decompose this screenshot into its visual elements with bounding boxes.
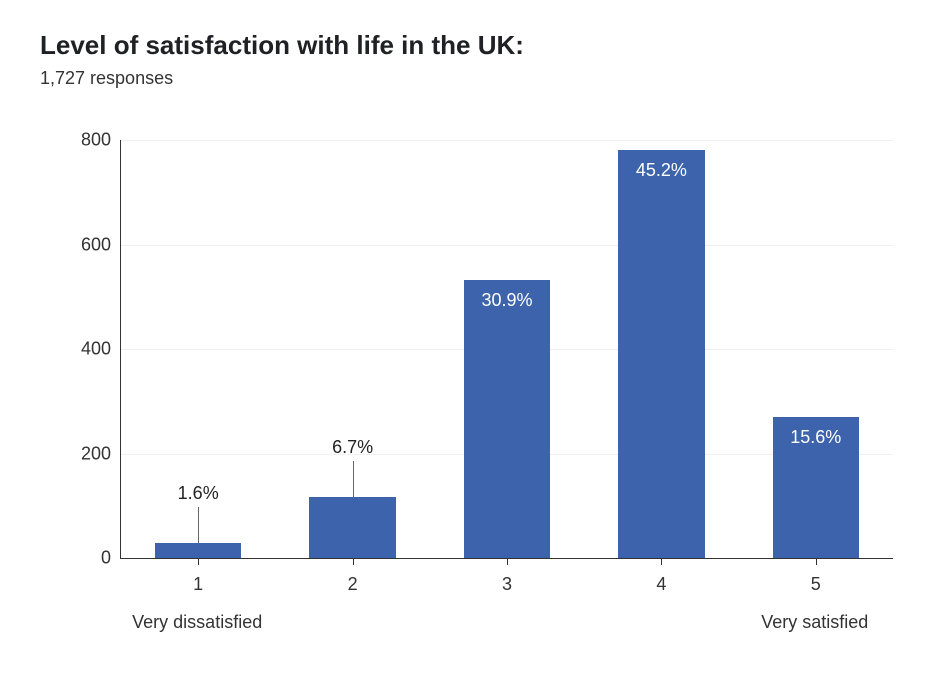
bar-leader-line [198, 507, 199, 543]
gridline [121, 140, 893, 141]
x-tick-label: 5 [796, 574, 836, 595]
bar-leader-line [353, 461, 354, 497]
chart-title: Level of satisfaction with life in the U… [40, 30, 524, 61]
x-tick-mark [507, 558, 508, 565]
plot-area: 02004006008001.6%16.7%230.9%345.2%415.6%… [120, 140, 893, 559]
x-tick-label: 1 [178, 574, 218, 595]
y-tick-label: 600 [81, 234, 111, 255]
bar [618, 150, 704, 558]
bar [464, 280, 550, 558]
y-tick-label: 200 [81, 443, 111, 464]
chart-subtitle: 1,727 responses [40, 68, 173, 89]
x-tick-mark [198, 558, 199, 565]
x-tick-mark [353, 558, 354, 565]
x-tick-label: 4 [641, 574, 681, 595]
bar-percent-label: 6.7% [293, 437, 413, 458]
scale-right-label: Very satisfied [761, 612, 868, 633]
x-tick-label: 2 [333, 574, 373, 595]
scale-left-label: Very dissatisfied [132, 612, 262, 633]
bar-percent-label: 1.6% [138, 483, 258, 504]
bar [155, 543, 241, 558]
y-tick-label: 400 [81, 339, 111, 360]
x-tick-mark [816, 558, 817, 565]
y-tick-label: 0 [101, 548, 111, 569]
y-tick-label: 800 [81, 130, 111, 151]
chart-container: Level of satisfaction with life in the U… [0, 0, 950, 681]
gridline [121, 245, 893, 246]
bar-percent-label: 45.2% [601, 160, 721, 181]
x-tick-mark [661, 558, 662, 565]
bar-percent-label: 30.9% [447, 290, 567, 311]
bar [309, 497, 395, 558]
bar-percent-label: 15.6% [756, 427, 876, 448]
x-tick-label: 3 [487, 574, 527, 595]
